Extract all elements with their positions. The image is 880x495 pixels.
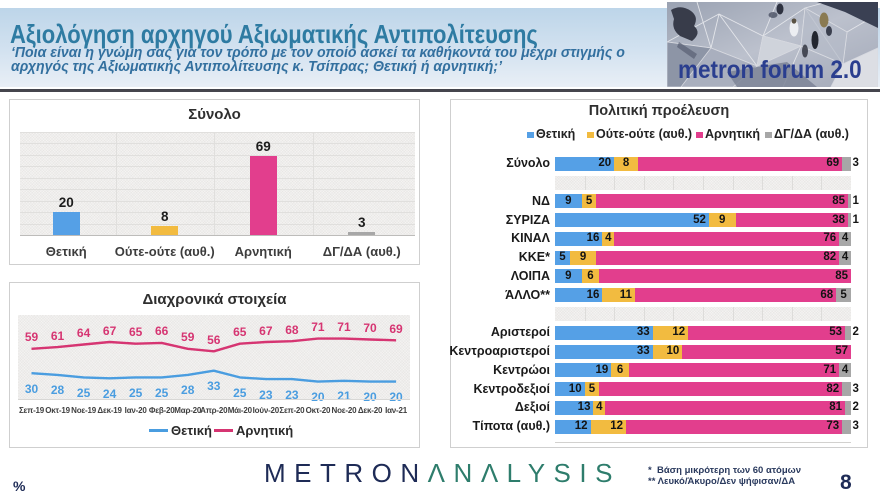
- svg-text:metron forum 2.0: metron forum 2.0: [678, 56, 862, 84]
